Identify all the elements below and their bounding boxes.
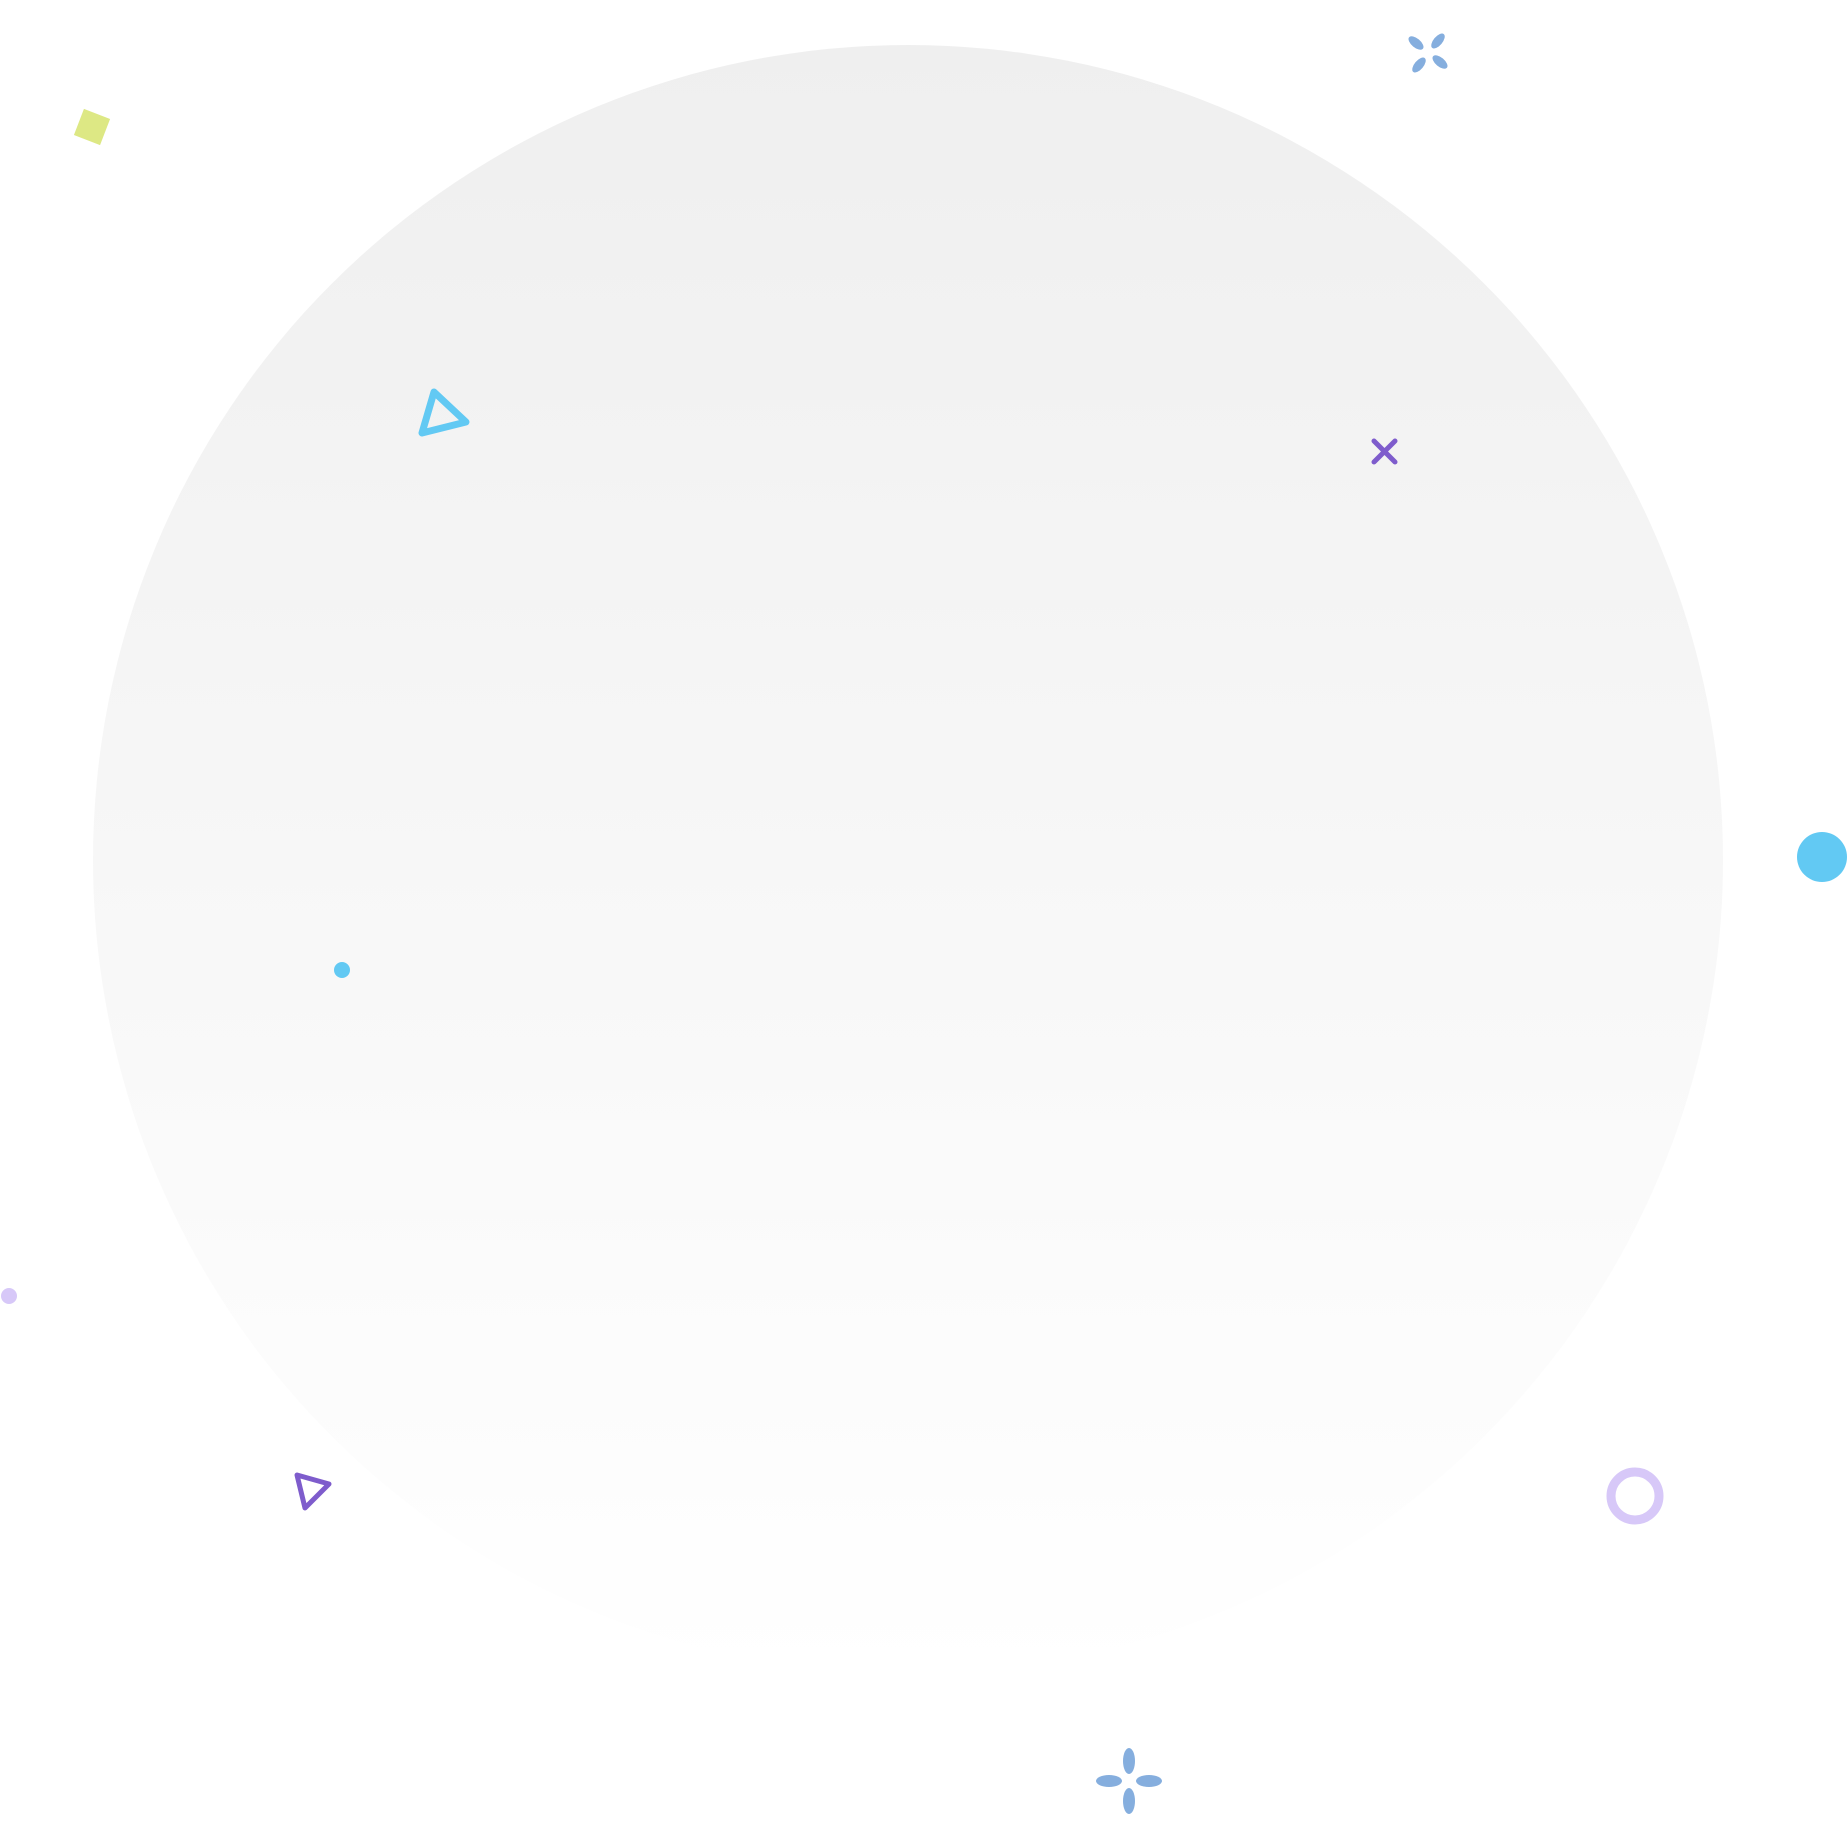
cyan-triangle-outline-icon bbox=[418, 388, 470, 437]
purple-triangle-outline-icon bbox=[294, 1472, 332, 1511]
small-cyan-dot-icon bbox=[334, 962, 350, 978]
lavender-dot-icon bbox=[1, 1288, 17, 1304]
large-gradient-circle bbox=[93, 45, 1723, 1675]
lavender-ring-icon bbox=[1606, 1467, 1664, 1525]
lime-square-icon bbox=[73, 108, 111, 146]
blue-sparkle-icon bbox=[1096, 1748, 1162, 1814]
purple-cross-icon bbox=[1371, 438, 1398, 465]
blue-petal-cluster-icon bbox=[1408, 33, 1448, 73]
cyan-dot-icon bbox=[1797, 832, 1847, 882]
